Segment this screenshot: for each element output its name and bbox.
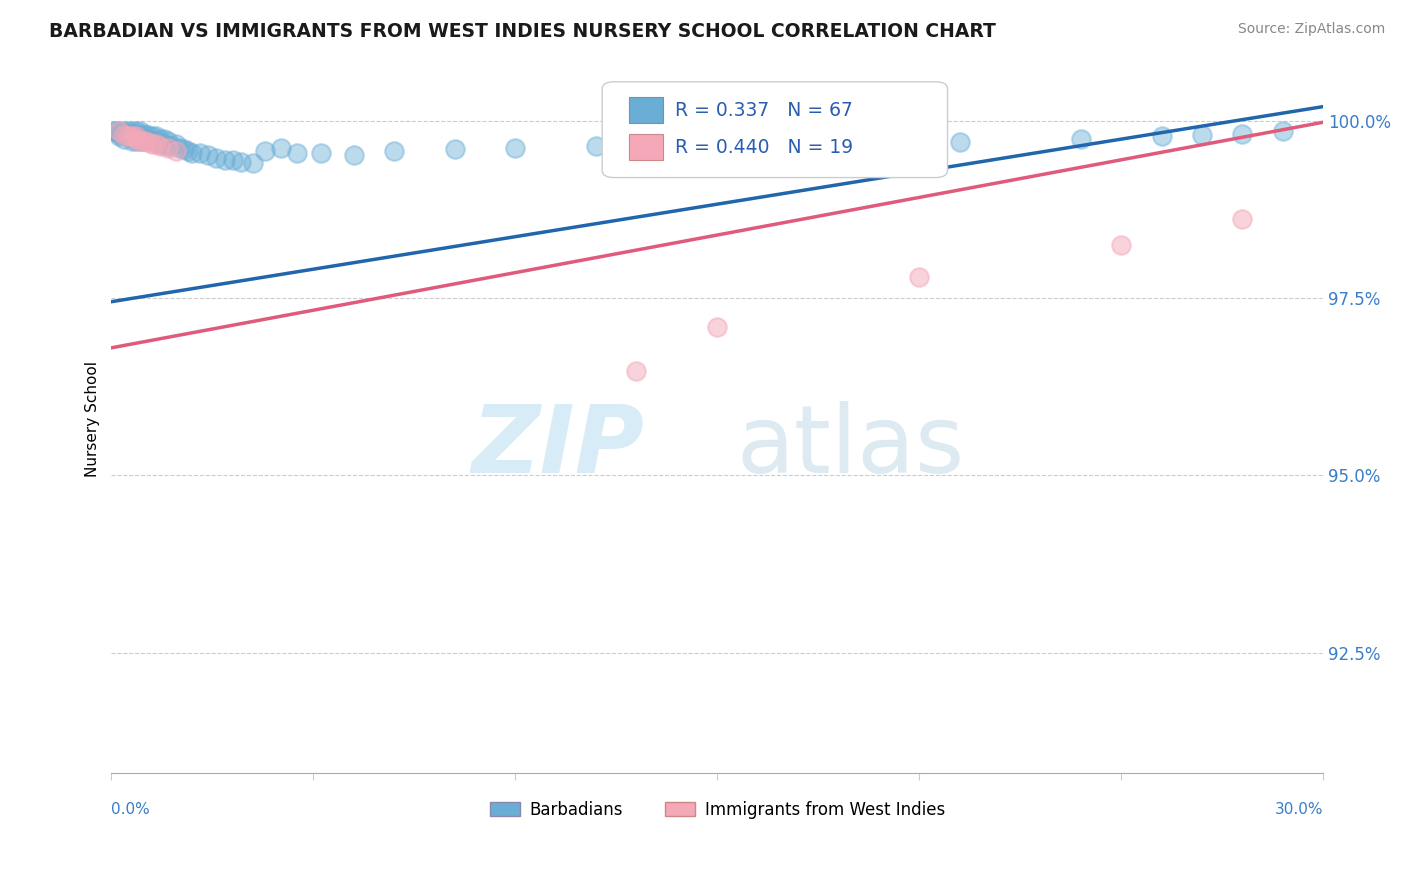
Point [128,129,150,144]
Point [112,128,135,142]
Point [1150,129,1173,144]
Point [136,128,159,142]
Point [827,136,849,151]
Point [117,129,139,144]
Point [121,129,143,144]
Point [117,124,139,138]
Point [285,145,308,160]
Point [145,136,167,151]
Point [108,129,131,144]
Point [505,141,527,155]
Point [128,134,150,148]
Point [197,148,219,162]
Point [949,135,972,149]
Point [160,138,183,153]
Point [132,134,155,148]
Point [253,144,276,158]
Point [626,363,648,377]
Text: BARBADIAN VS IMMIGRANTS FROM WEST INDIES NURSERY SCHOOL CORRELATION CHART: BARBADIAN VS IMMIGRANTS FROM WEST INDIES… [49,22,995,41]
Point [229,155,252,169]
Point [104,124,127,138]
Point [382,144,405,158]
Point [117,129,139,144]
Text: 30.0%: 30.0% [1275,802,1323,817]
Point [153,131,176,145]
Point [585,138,607,153]
Point [153,136,176,151]
Point [311,145,333,160]
Point [121,124,143,138]
Point [124,134,146,148]
Point [1232,211,1254,226]
Point [908,269,931,284]
Point [706,319,728,334]
Legend: Barbadians, Immigrants from West Indies: Barbadians, Immigrants from West Indies [482,794,952,825]
Point [270,141,292,155]
Y-axis label: Nursery School: Nursery School [86,360,100,476]
Point [1271,124,1294,138]
Point [156,138,179,153]
Point [117,127,139,141]
Point [221,153,243,167]
Point [149,131,172,145]
Point [149,136,172,151]
Point [145,129,167,144]
Point [443,142,465,156]
Point [121,129,143,144]
Point [706,136,728,151]
Point [128,124,150,138]
Point [132,134,155,148]
Point [149,138,172,153]
Point [124,129,146,144]
Point [124,127,146,141]
FancyBboxPatch shape [602,82,948,178]
Point [124,124,146,138]
Point [132,129,155,144]
Point [165,136,187,151]
Point [136,135,159,149]
Point [165,144,187,158]
Point [128,134,150,148]
Point [1191,128,1213,142]
Point [156,141,179,155]
Point [145,134,167,148]
Point [156,134,179,148]
Point [108,124,131,138]
Point [205,151,228,165]
Point [1109,238,1132,252]
Point [112,131,135,145]
Point [188,145,211,160]
Point [121,127,143,141]
Point [214,153,236,167]
Point [242,156,264,170]
FancyBboxPatch shape [628,97,662,123]
Point [343,148,366,162]
Point [173,142,195,156]
Text: atlas: atlas [737,401,965,493]
Text: Source: ZipAtlas.com: Source: ZipAtlas.com [1237,22,1385,37]
Point [132,127,155,141]
Point [181,145,204,160]
Point [108,127,131,141]
Point [108,124,131,138]
Point [104,124,127,138]
Point [112,128,135,142]
Point [141,129,163,144]
Point [1232,127,1254,141]
Point [136,131,159,145]
Text: R = 0.440   N = 19: R = 0.440 N = 19 [675,137,853,157]
Point [177,144,200,158]
FancyBboxPatch shape [628,135,662,160]
Point [121,134,143,148]
Point [1070,131,1092,145]
Text: R = 0.337   N = 67: R = 0.337 N = 67 [675,101,853,120]
Text: ZIP: ZIP [471,401,644,493]
Point [141,134,163,148]
Text: 0.0%: 0.0% [111,802,150,817]
Point [124,131,146,145]
Point [141,136,163,151]
Point [169,141,191,155]
Point [112,124,135,138]
Point [124,129,146,144]
